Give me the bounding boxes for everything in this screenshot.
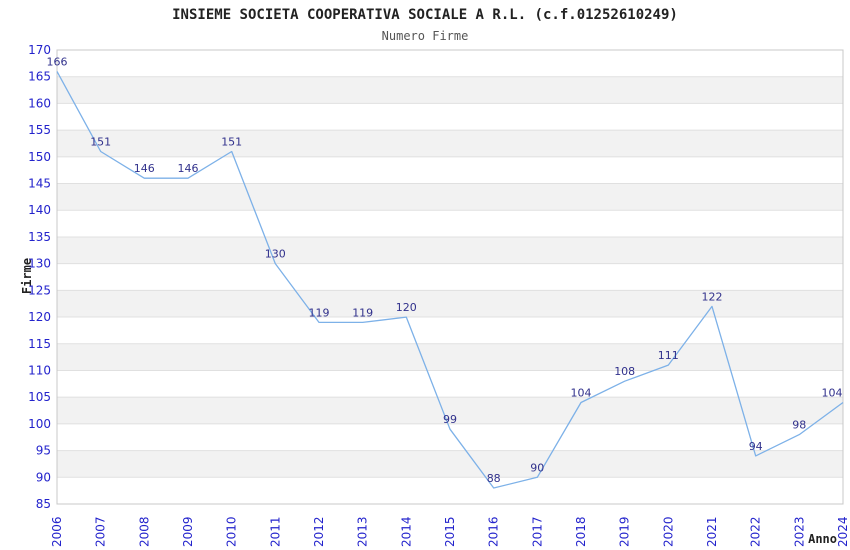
data-label: 122 — [702, 290, 723, 303]
data-label: 88 — [487, 472, 501, 485]
grid-band — [57, 343, 843, 371]
data-label: 146 — [134, 162, 155, 175]
x-tick-label: 2021 — [705, 516, 719, 547]
y-tick-label: 90 — [36, 470, 51, 484]
y-tick-label: 105 — [28, 390, 51, 404]
y-tick-label: 100 — [28, 417, 51, 431]
y-tick-label: 120 — [28, 310, 51, 324]
chart-title: INSIEME SOCIETA COOPERATIVA SOCIALE A R.… — [172, 7, 678, 23]
x-tick-label: 2023 — [792, 516, 806, 547]
data-label: 98 — [792, 419, 806, 432]
grid-band — [57, 210, 843, 237]
x-axis-title: Anno — [808, 532, 837, 546]
y-tick-label: 150 — [28, 150, 51, 164]
data-label: 99 — [443, 413, 457, 426]
x-tick-label: 2010 — [225, 516, 239, 547]
grid-band — [57, 263, 843, 291]
grid-band — [57, 450, 843, 478]
x-tick-label: 2017 — [530, 516, 544, 547]
grid-band — [57, 236, 843, 264]
x-tick-label: 2011 — [268, 516, 282, 547]
data-label: 108 — [614, 365, 635, 378]
grid-band — [57, 370, 843, 398]
y-tick-label: 115 — [28, 337, 51, 351]
x-tick-label: 2006 — [50, 516, 64, 547]
data-label: 146 — [178, 162, 199, 175]
grid-band — [57, 317, 843, 344]
x-tick-label: 2007 — [94, 516, 108, 547]
y-tick-label: 155 — [28, 123, 51, 137]
x-tick-label: 2020 — [661, 516, 675, 547]
data-label: 151 — [90, 136, 111, 149]
y-tick-label: 160 — [28, 96, 51, 110]
data-label: 111 — [658, 349, 679, 362]
data-label: 119 — [309, 306, 330, 319]
x-tick-label: 2022 — [749, 516, 763, 547]
x-tick-label: 2012 — [312, 516, 326, 547]
grid-band — [57, 156, 843, 184]
grid-band — [57, 103, 843, 131]
data-label: 104 — [571, 387, 592, 400]
x-tick-label: 2013 — [356, 516, 370, 547]
x-tick-label: 2016 — [487, 516, 501, 547]
y-tick-label: 145 — [28, 177, 51, 191]
grid-band — [57, 130, 843, 157]
data-label: 120 — [396, 301, 417, 314]
x-tick-label: 2018 — [574, 516, 588, 547]
grid-band — [57, 183, 843, 211]
x-tick-label: 2008 — [137, 516, 151, 547]
x-tick-label: 2019 — [618, 516, 632, 547]
y-tick-label: 165 — [28, 70, 51, 84]
grid-band — [57, 50, 843, 77]
data-label: 119 — [352, 306, 373, 319]
y-tick-label: 140 — [28, 203, 51, 217]
x-tick-label: 2015 — [443, 516, 457, 547]
data-label: 130 — [265, 248, 286, 261]
y-tick-label: 130 — [28, 257, 51, 271]
y-tick-label: 85 — [36, 497, 51, 511]
chart-subtitle: Numero Firme — [381, 29, 469, 43]
x-tick-label: 2024 — [836, 516, 850, 547]
y-tick-label: 170 — [28, 43, 51, 57]
data-label: 94 — [749, 440, 763, 453]
grid-band — [57, 76, 843, 104]
y-tick-label: 110 — [28, 364, 51, 378]
grid-band — [57, 477, 843, 504]
plot-border — [56, 49, 844, 505]
x-tick-label: 2009 — [181, 516, 195, 547]
data-label: 166 — [47, 55, 68, 68]
x-tick-label: 2014 — [399, 516, 413, 547]
y-tick-label: 135 — [28, 230, 51, 244]
data-label: 151 — [221, 136, 242, 149]
grid-band — [57, 397, 843, 424]
series-line — [56, 71, 844, 489]
data-label: 104 — [822, 387, 843, 400]
data-label: 90 — [530, 461, 544, 474]
grid-band — [57, 290, 843, 318]
y-tick-label: 125 — [28, 283, 51, 297]
y-tick-label: 95 — [36, 444, 51, 458]
